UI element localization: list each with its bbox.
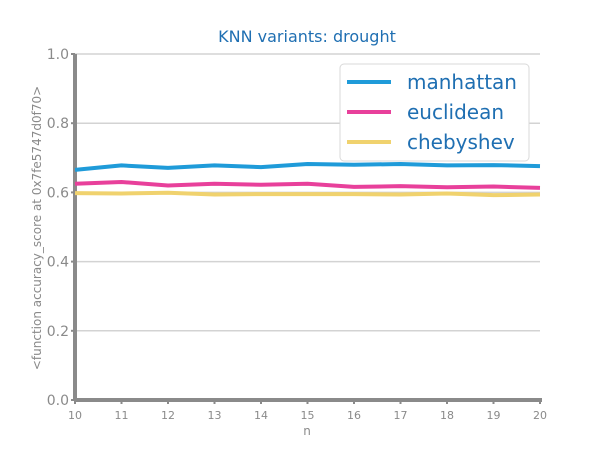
y-tick-label: 1.0 [47, 47, 69, 63]
y-axis-label: <function accuracy_score at 0x7fe5747d0f… [30, 86, 44, 370]
x-tick-label: 15 [301, 409, 315, 422]
y-tick-label: 0.6 [47, 185, 69, 201]
y-tick-label: 0.4 [47, 255, 69, 271]
y-tick-label: 0.0 [47, 393, 69, 409]
chart-title: KNN variants: drought [218, 27, 396, 46]
legend-label-manhattan: manhattan [407, 70, 517, 94]
legend-items: manhattan euclidean chebyshev [347, 70, 517, 154]
series-line-euclidean [74, 180, 541, 190]
x-tick-label: 17 [394, 409, 408, 422]
series-line-chebyshev [74, 190, 541, 198]
series-line-manhattan [74, 162, 541, 172]
x-tick-label: 18 [440, 409, 454, 422]
x-tick-labels: 10 11 12 13 14 15 16 17 18 19 20 [68, 409, 547, 422]
x-tick-label: 16 [347, 409, 361, 422]
legend-label-chebyshev: chebyshev [407, 130, 515, 154]
legend-label-euclidean: euclidean [407, 100, 504, 124]
y-tick-label: 0.2 [47, 324, 69, 340]
x-tick-label: 10 [68, 409, 82, 422]
series-lines [74, 162, 541, 198]
x-tick-label: 11 [115, 409, 129, 422]
y-tick-labels: 0.0 0.2 0.4 0.6 0.8 1.0 [47, 47, 69, 409]
x-tick-label: 12 [161, 409, 175, 422]
x-tick-label: 14 [254, 409, 268, 422]
legend-box [339, 63, 530, 162]
x-tick-label: 20 [533, 409, 547, 422]
x-tick-label: 13 [208, 409, 222, 422]
x-axis-label: n [303, 424, 311, 438]
axes [71, 53, 542, 404]
y-tick-label: 0.8 [47, 116, 69, 132]
x-tick-label: 19 [487, 409, 501, 422]
legend: manhattan euclidean chebyshev [339, 63, 530, 162]
